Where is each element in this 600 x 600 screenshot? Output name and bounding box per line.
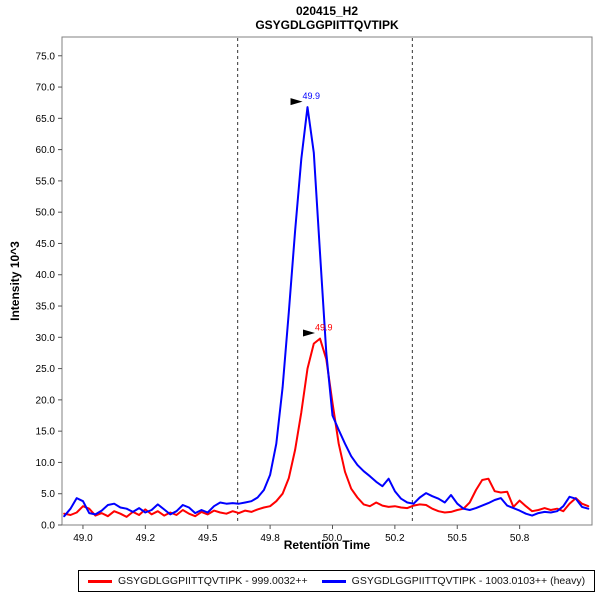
x-axis-label: Retention Time [283,538,371,552]
y-tick-label: 5.0 [41,489,55,500]
legend-line-light-icon [88,579,112,583]
y-tick-label: 35.0 [36,302,56,313]
legend-line-heavy-icon [321,579,346,583]
y-tick-label: 40.0 [36,270,56,281]
y-tick-label: 0.0 [41,521,55,532]
y-tick-label: 20.0 [36,395,56,406]
y-tick-label: 15.0 [36,427,56,438]
chromatogram-plot[interactable]: 0.0 5.0 10.0 15.0 20.0 25.0 30.0 35.0 40.0 45.0 50… [0,0,600,560]
x-tick-label: 50.2 [385,533,405,544]
y-tick-label: 60.0 [36,145,56,156]
peak-arrow-icon [290,98,303,106]
legend: GSYGDLGGPIITTQVTIPK - 999.0032++ GSYGDLG… [78,570,596,592]
x-tick-label: 49.0 [73,533,93,544]
y-tick-label: 10.0 [36,458,56,469]
x-tick-label: 50.8 [510,533,530,544]
x-tick-label: 49.5 [198,533,218,544]
x-tick-label: 49.2 [136,533,156,544]
y-tick-label: 65.0 [36,114,56,125]
plot-border [61,36,593,526]
chart-title-sample: 020415_H2 [295,4,359,18]
legend-item-heavy: GSYGDLGGPIITTQVTIPK - 1003.0103++ (heavy… [321,575,586,587]
legend-label-light: GSYGDLGGPIITTQVTIPK - 999.0032++ [118,575,308,587]
x-tick-label: 50.0 [323,533,343,544]
y-tick-label: 70.0 [36,83,56,94]
y-tick-label: 55.0 [36,176,56,187]
legend-label-heavy: GSYGDLGGPIITTQVTIPK - 1003.0103++ (heavy… [351,575,586,587]
peak-rt-annotation: 49.9 [303,91,321,101]
legend-item-light: GSYGDLGGPIITTQVTIPK - 999.0032++ [88,575,308,587]
chromatogram-trace-light [63,337,590,518]
chart-title-peptide: GSYGDLGGPIITTQVTIPK [255,18,399,32]
y-tick-label: 30.0 [36,333,56,344]
chromatogram-trace-heavy [63,106,590,518]
x-tick-label: 49.8 [260,533,280,544]
peak-rt-annotation: 49.9 [315,323,333,333]
chart-titles: 020415_H2 GSYGDLGGPIITTQVTIPK [62,4,592,32]
y-tick-label: 45.0 [36,239,56,250]
y-tick-label: 25.0 [36,364,56,375]
x-tick-label: 50.5 [448,533,468,544]
peak-arrow-icon [303,329,316,337]
y-tick-label: 75.0 [36,51,56,62]
y-tick-label: 50.0 [36,208,56,219]
